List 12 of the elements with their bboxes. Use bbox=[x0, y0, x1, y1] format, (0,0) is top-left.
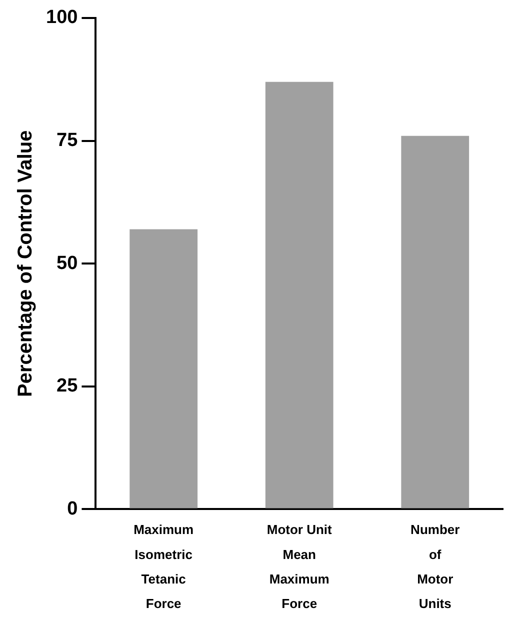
x-tick-label: Number of Motor Units bbox=[410, 522, 460, 612]
x-tick-label: Maximum Isometric Tetanic Force bbox=[134, 522, 194, 612]
y-tick-label: 75 bbox=[56, 130, 78, 152]
y-tick-label: 25 bbox=[56, 376, 78, 397]
y-tick-label: 100 bbox=[46, 7, 78, 28]
y-tick-label: 0 bbox=[67, 498, 78, 520]
bar bbox=[130, 229, 198, 508]
bar bbox=[265, 82, 334, 508]
x-tick-label: Motor Unit Mean Maximum Force bbox=[266, 522, 333, 612]
bar bbox=[401, 136, 470, 508]
y-axis-title: Percentage of Control Value bbox=[14, 130, 37, 397]
y-tick-label: 50 bbox=[56, 252, 78, 274]
